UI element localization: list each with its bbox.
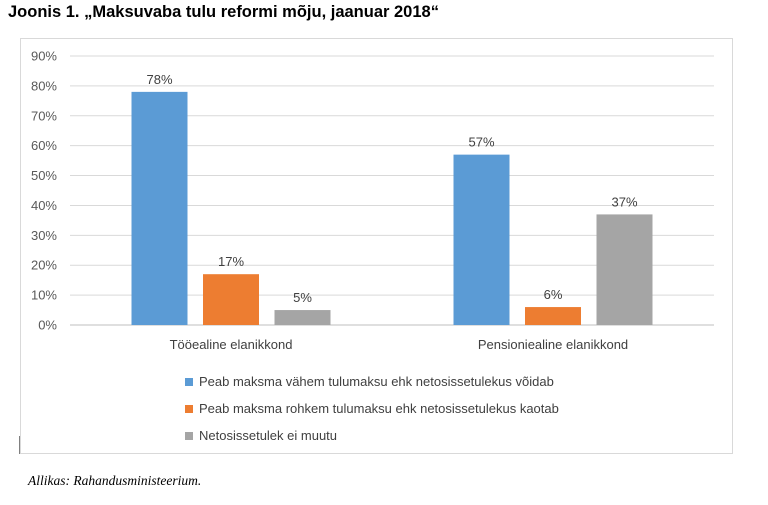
- x-category-label: Pensioniealine elanikkond: [478, 337, 628, 352]
- chart-legend: Peab maksma vähem tulumaksu ehk netosiss…: [185, 368, 559, 449]
- data-label: 5%: [293, 290, 312, 305]
- source-note: Allikas: Rahandusministeerium.: [28, 473, 202, 488]
- y-tick-label: 20%: [31, 258, 57, 273]
- legend-item: Netosissetulek ei muutu: [185, 422, 559, 449]
- legend-swatch: [185, 404, 193, 413]
- frame-marker: [19, 436, 20, 454]
- y-tick-label: 0%: [38, 318, 57, 333]
- y-tick-label: 60%: [31, 138, 57, 153]
- legend-label: Netosissetulek ei muutu: [199, 428, 338, 443]
- bar: [525, 307, 581, 325]
- legend-label: Peab maksma rohkem tulumaksu ehk netosis…: [199, 401, 559, 416]
- legend-item: Peab maksma vähem tulumaksu ehk netosiss…: [185, 368, 559, 395]
- data-label: 17%: [218, 254, 244, 269]
- data-label: 37%: [611, 194, 637, 209]
- data-label: 57%: [468, 135, 494, 150]
- bar: [453, 154, 510, 325]
- legend-item: Peab maksma rohkem tulumaksu ehk netosis…: [185, 395, 559, 422]
- y-tick-label: 30%: [31, 228, 57, 243]
- bar: [596, 214, 653, 325]
- bar: [203, 274, 259, 325]
- x-category-label: Tööealine elanikkond: [170, 337, 293, 352]
- figure-title: Joonis 1. „Maksuvaba tulu reformi mõju, …: [8, 3, 439, 21]
- y-tick-label: 50%: [31, 168, 57, 183]
- y-tick-label: 70%: [31, 108, 57, 123]
- bar: [131, 91, 188, 325]
- legend-label: Peab maksma vähem tulumaksu ehk netosiss…: [199, 374, 554, 389]
- bar: [274, 310, 331, 325]
- y-tick-label: 10%: [31, 288, 57, 303]
- data-label: 78%: [146, 72, 172, 87]
- y-tick-label: 90%: [31, 49, 57, 64]
- chart-frame: [20, 38, 733, 454]
- y-tick-label: 80%: [31, 78, 57, 93]
- legend-swatch: [185, 431, 193, 440]
- data-label: 6%: [544, 287, 563, 302]
- y-tick-label: 40%: [31, 198, 57, 213]
- legend-swatch: [185, 377, 193, 386]
